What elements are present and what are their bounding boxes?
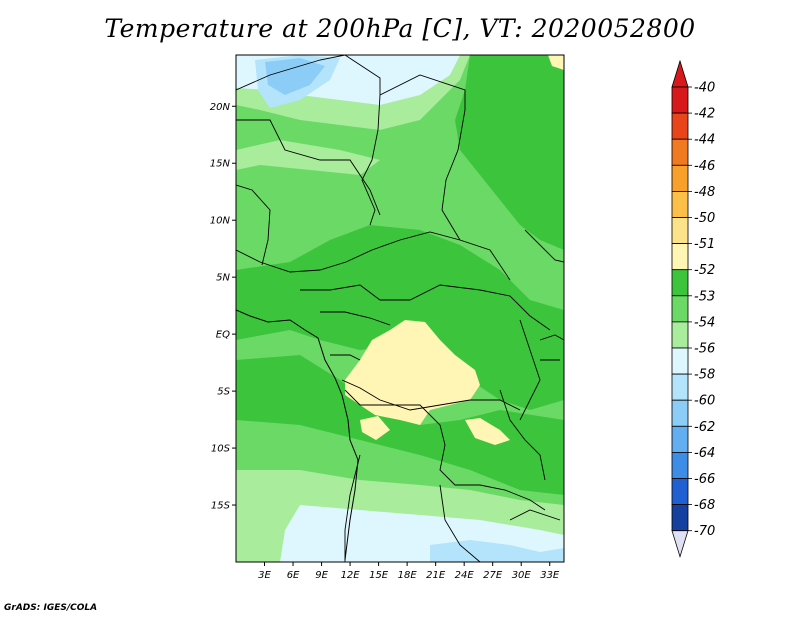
- colorbar-label: -53: [694, 289, 715, 304]
- field-blue-northwest: [265, 58, 325, 95]
- lat-tick-label: 5N: [216, 273, 230, 284]
- lon-tick-label: 21E: [426, 570, 446, 581]
- colorbar-swatch: [671, 164, 689, 192]
- colorbar-swatch: [671, 321, 689, 349]
- lon-tick-label: 15E: [369, 570, 389, 581]
- colorbar-label: -50: [694, 211, 715, 226]
- map-title: Temperature at 200hPa [C], VT: 202005280…: [104, 14, 696, 43]
- colorbar-swatch: [671, 451, 689, 479]
- colorbar-top-triangle: [671, 59, 689, 88]
- colorbar-label: -60: [694, 394, 715, 409]
- field-deep-green-northeast: [455, 55, 564, 250]
- colorbar-swatch: [671, 399, 689, 427]
- colorbar-swatch: [671, 269, 689, 297]
- colorbar-label: -66: [694, 472, 715, 487]
- colorbar-swatch: [671, 504, 689, 532]
- colorbar: -40 -42 -44 -46 -48 -50 -51 -52 -53 -54 -56 -58 -60 -…: [671, 59, 715, 559]
- colorbar-swatch: [671, 478, 689, 506]
- country-borders: [236, 55, 564, 562]
- colorbar-swatch: [671, 217, 689, 245]
- colorbar-swatch: [671, 347, 689, 375]
- field-light-blue-south: [430, 540, 564, 562]
- colorbar-label: -54: [694, 315, 715, 330]
- lat-tick-label: EQ: [216, 330, 230, 341]
- colorbar-swatch: [671, 425, 689, 453]
- colorbar-label: -40: [694, 81, 715, 96]
- field-deep-green-central: [236, 225, 564, 410]
- lon-tick-label: 24E: [455, 570, 475, 581]
- lon-tick-label: 33E: [540, 570, 560, 581]
- colorbar-label: -44: [694, 133, 715, 148]
- field-yellow-patch-west: [360, 416, 390, 440]
- colorbar-swatch: [671, 295, 689, 323]
- lon-tick-label: 30E: [512, 570, 532, 581]
- colorbar-label: -62: [694, 420, 715, 435]
- colorbar-swatch: [671, 86, 689, 114]
- lat-tick-label: 10N: [210, 216, 231, 227]
- lon-tick-label: 18E: [398, 570, 418, 581]
- colorbar-swatch: [671, 373, 689, 401]
- lon-tick-label: 6E: [287, 570, 300, 581]
- colorbar-label: -68: [694, 498, 715, 513]
- colorbar-label: -70: [694, 524, 715, 539]
- temperature-field: [236, 55, 564, 562]
- colorbar-bottom-triangle: [671, 530, 689, 559]
- colorbar-label: -42: [694, 107, 715, 122]
- lat-tick-label: 5S: [217, 387, 230, 398]
- coastline: [236, 309, 359, 561]
- colorbar-label: -56: [694, 342, 715, 357]
- lat-tick-label: 15S: [211, 501, 231, 512]
- lat-tick-label: 10S: [211, 444, 231, 455]
- colorbar-label: -48: [694, 185, 715, 200]
- grads-credit: GrADS: IGES/COLA: [4, 603, 98, 613]
- field-light-green-north2: [236, 140, 380, 175]
- field-yellow-patch-east: [465, 418, 510, 445]
- lon-tick-label: 12E: [341, 570, 361, 581]
- colorbar-label: -58: [694, 368, 715, 383]
- colorbar-swatch: [671, 190, 689, 218]
- field-yellow-patch-northeast: [548, 55, 564, 70]
- colorbar-label: -46: [694, 159, 715, 174]
- colorbar-swatch: [671, 138, 689, 166]
- lon-tick-label: 27E: [483, 570, 503, 581]
- lat-tick-label: 20N: [210, 102, 231, 113]
- field-deep-green-south: [236, 355, 564, 495]
- longitude-axis: 3E 6E 9E 12E 15E 18E 21E 24E 27E 30E 33E: [258, 562, 560, 581]
- lon-tick-label: 3E: [258, 570, 271, 581]
- map-frame: [235, 54, 565, 563]
- lon-tick-label: 9E: [315, 570, 328, 581]
- colorbar-swatch: [671, 243, 689, 271]
- colorbar-label: -52: [694, 263, 715, 278]
- colorbar-swatch: [671, 112, 689, 140]
- colorbar-label: -51: [694, 237, 715, 252]
- latitude-axis: 20N 15N 10N 5N EQ 5S 10S 15S: [210, 102, 236, 512]
- lat-tick-label: 15N: [210, 159, 231, 170]
- colorbar-label: -64: [694, 446, 715, 461]
